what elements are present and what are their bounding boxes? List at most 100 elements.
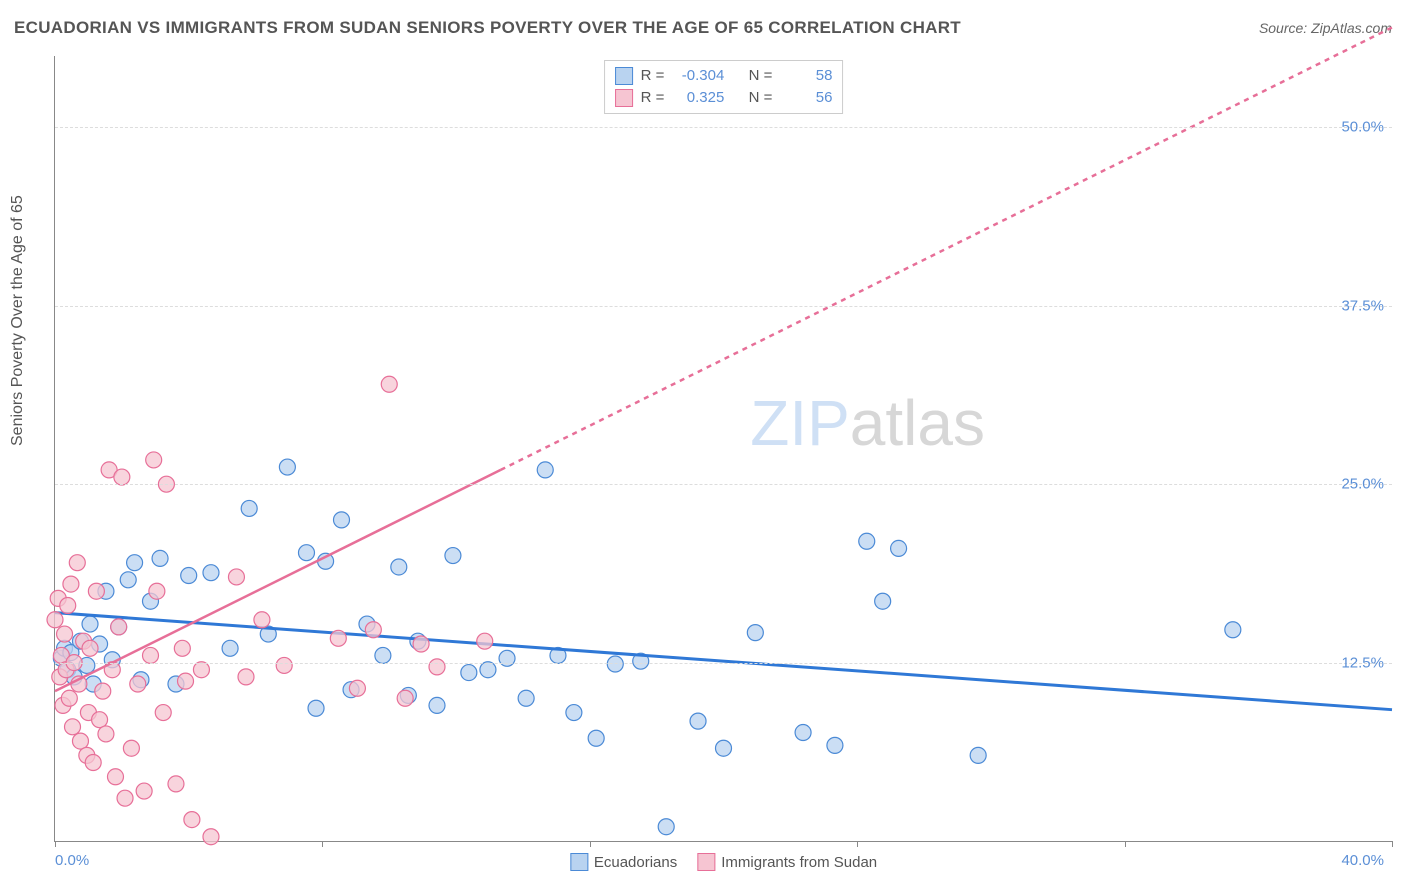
scatter-point-sudan — [117, 790, 133, 806]
grid-line — [55, 484, 1392, 485]
scatter-point-ecuadorians — [716, 740, 732, 756]
grid-line — [55, 306, 1392, 307]
scatter-point-ecuadorians — [241, 500, 257, 516]
scatter-point-sudan — [88, 583, 104, 599]
scatter-point-sudan — [85, 755, 101, 771]
scatter-point-ecuadorians — [588, 730, 604, 746]
stat-n-value-ecuadorians: 58 — [780, 65, 832, 87]
scatter-point-sudan — [413, 636, 429, 652]
scatter-point-sudan — [276, 657, 292, 673]
scatter-point-sudan — [60, 598, 76, 614]
x-tick — [55, 841, 56, 847]
legend-item-ecuadorians: Ecuadorians — [570, 853, 677, 871]
scatter-point-sudan — [111, 619, 127, 635]
scatter-point-ecuadorians — [82, 616, 98, 632]
scatter-point-sudan — [92, 712, 108, 728]
stat-n-value-sudan: 56 — [780, 87, 832, 109]
scatter-point-sudan — [82, 640, 98, 656]
scatter-point-ecuadorians — [298, 545, 314, 561]
scatter-point-sudan — [57, 626, 73, 642]
x-axis-max-label: 40.0% — [1341, 852, 1384, 869]
scatter-point-sudan — [238, 669, 254, 685]
y-axis-label: Seniors Poverty Over the Age of 65 — [9, 195, 27, 446]
scatter-point-ecuadorians — [181, 568, 197, 584]
scatter-point-sudan — [143, 647, 159, 663]
y-tick-label: 50.0% — [1341, 119, 1384, 136]
stat-r-value-ecuadorians: -0.304 — [672, 65, 724, 87]
y-tick-label: 25.0% — [1341, 476, 1384, 493]
scatter-point-ecuadorians — [391, 559, 407, 575]
scatter-point-sudan — [397, 690, 413, 706]
scatter-point-ecuadorians — [607, 656, 623, 672]
scatter-point-sudan — [65, 719, 81, 735]
scatter-point-sudan — [184, 812, 200, 828]
y-tick-label: 37.5% — [1341, 297, 1384, 314]
scatter-point-sudan — [254, 612, 270, 628]
scatter-point-sudan — [155, 705, 171, 721]
scatter-point-ecuadorians — [518, 690, 534, 706]
stat-r-label: R = — [641, 65, 665, 87]
scatter-point-ecuadorians — [1225, 622, 1241, 638]
legend-swatch-sudan — [697, 853, 715, 871]
chart-plot-area: ZIPatlas R =-0.304 N =58R =0.325 N =56 0… — [54, 56, 1392, 842]
scatter-point-ecuadorians — [859, 533, 875, 549]
scatter-point-sudan — [193, 662, 209, 678]
scatter-point-sudan — [178, 673, 194, 689]
trend-line-ecuadorians — [55, 613, 1392, 710]
scatter-point-sudan — [107, 769, 123, 785]
scatter-point-sudan — [149, 583, 165, 599]
scatter-point-ecuadorians — [279, 459, 295, 475]
scatter-point-ecuadorians — [795, 725, 811, 741]
scatter-point-sudan — [47, 612, 63, 628]
stat-r-label: R = — [641, 87, 665, 109]
legend-item-sudan: Immigrants from Sudan — [697, 853, 877, 871]
scatter-point-ecuadorians — [222, 640, 238, 656]
scatter-point-sudan — [146, 452, 162, 468]
scatter-point-sudan — [174, 640, 190, 656]
scatter-point-ecuadorians — [566, 705, 582, 721]
stat-n-label: N = — [749, 65, 773, 87]
scatter-point-ecuadorians — [827, 737, 843, 753]
scatter-point-ecuadorians — [152, 550, 168, 566]
scatter-point-ecuadorians — [970, 747, 986, 763]
x-tick — [590, 841, 591, 847]
y-tick-label: 12.5% — [1341, 654, 1384, 671]
legend-label-ecuadorians: Ecuadorians — [594, 854, 677, 871]
x-tick — [1125, 841, 1126, 847]
stat-r-value-sudan: 0.325 — [672, 87, 724, 109]
scatter-point-ecuadorians — [120, 572, 136, 588]
grid-line — [55, 127, 1392, 128]
scatter-point-ecuadorians — [499, 650, 515, 666]
chart-title: ECUADORIAN VS IMMIGRANTS FROM SUDAN SENI… — [14, 18, 961, 38]
scatter-point-sudan — [114, 469, 130, 485]
series-legend: Ecuadorians Immigrants from Sudan — [570, 853, 877, 871]
scatter-point-sudan — [98, 726, 114, 742]
scatter-point-sudan — [168, 776, 184, 792]
grid-line — [55, 663, 1392, 664]
legend-stat-row-sudan: R =0.325 N =56 — [615, 87, 833, 109]
x-axis-min-label: 0.0% — [55, 852, 89, 869]
scatter-point-sudan — [61, 690, 77, 706]
scatter-point-sudan — [130, 676, 146, 692]
scatter-point-ecuadorians — [127, 555, 143, 571]
scatter-point-ecuadorians — [690, 713, 706, 729]
scatter-point-sudan — [69, 555, 85, 571]
scatter-point-ecuadorians — [203, 565, 219, 581]
scatter-point-ecuadorians — [747, 625, 763, 641]
scatter-plot-svg — [55, 56, 1392, 841]
scatter-point-ecuadorians — [461, 665, 477, 681]
scatter-point-sudan — [63, 576, 79, 592]
legend-swatch-ecuadorians — [615, 67, 633, 85]
scatter-point-sudan — [123, 740, 139, 756]
x-tick — [1392, 841, 1393, 847]
scatter-point-ecuadorians — [429, 697, 445, 713]
scatter-point-ecuadorians — [891, 540, 907, 556]
legend-label-sudan: Immigrants from Sudan — [721, 854, 877, 871]
scatter-point-sudan — [429, 659, 445, 675]
scatter-point-sudan — [381, 376, 397, 392]
legend-swatch-sudan — [615, 89, 633, 107]
scatter-point-ecuadorians — [480, 662, 496, 678]
scatter-point-ecuadorians — [658, 819, 674, 835]
x-tick — [857, 841, 858, 847]
scatter-point-sudan — [330, 630, 346, 646]
